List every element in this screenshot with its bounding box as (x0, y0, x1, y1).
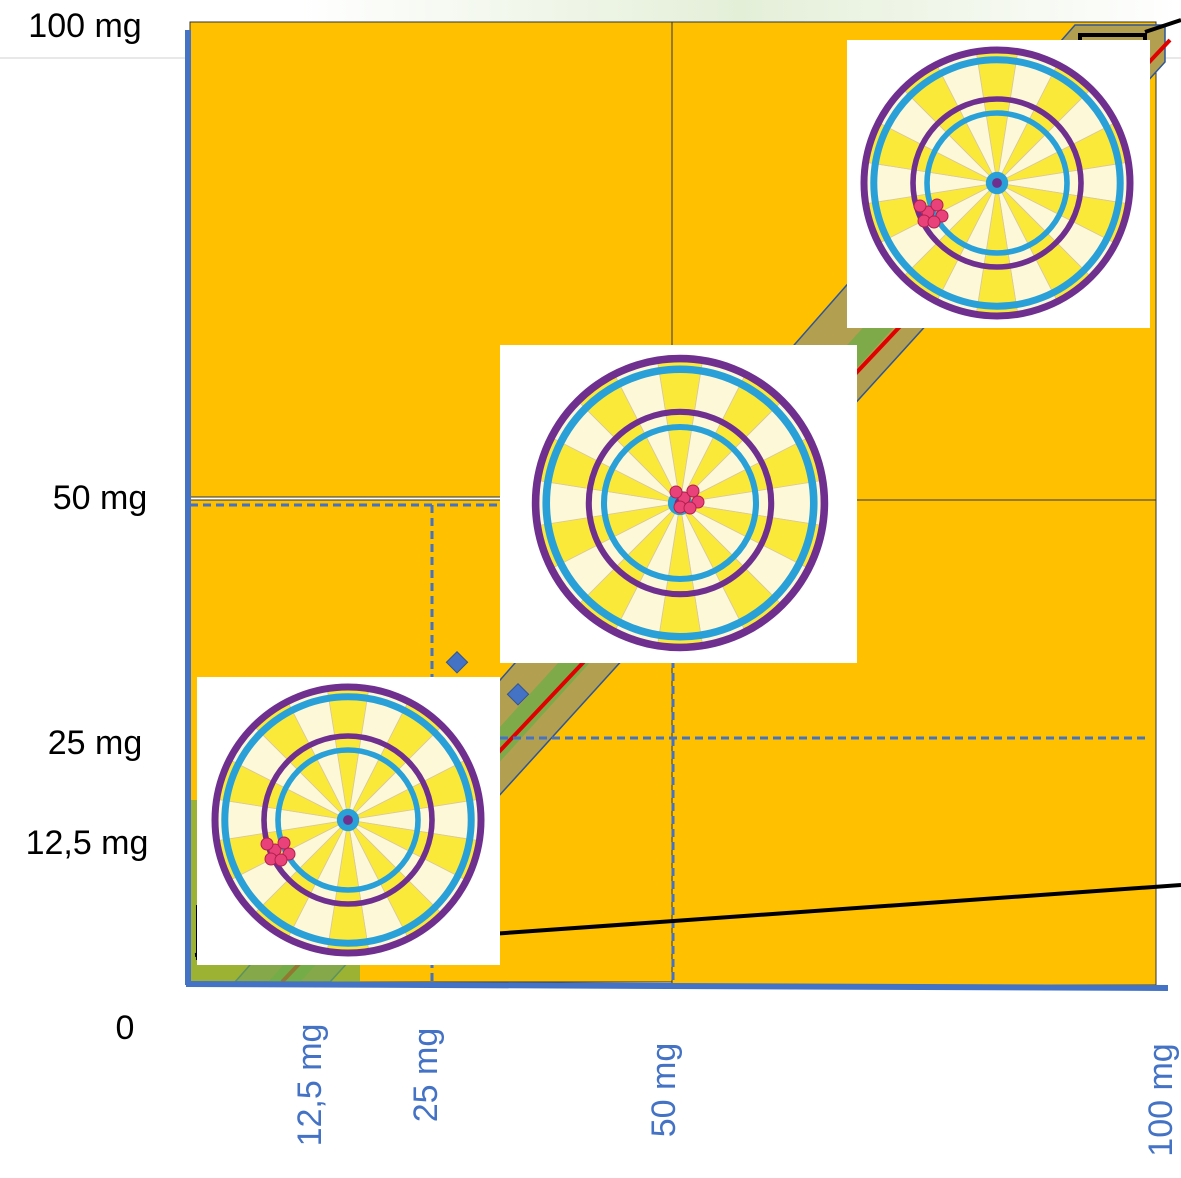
y-label: 100 mg (28, 7, 141, 45)
hit (931, 199, 943, 211)
hit (684, 502, 696, 514)
hit (278, 837, 290, 849)
hit (275, 854, 287, 866)
dartboard (500, 345, 857, 663)
hit (687, 485, 699, 497)
y-label: 25 mg (48, 724, 143, 762)
origin-label: 0 (116, 1009, 135, 1047)
diagram: 100 mg 50 mg 25 mg 12,5 mg 0 12,5 mg 25 … (0, 0, 1181, 1178)
hit (261, 838, 273, 850)
bull (992, 178, 1002, 188)
dartboard (847, 40, 1150, 328)
y-label: 50 mg (53, 479, 148, 517)
dartboard (197, 677, 500, 965)
x-label: 12,5 mg (291, 1024, 329, 1147)
bull (343, 815, 353, 825)
x-label: 25 mg (407, 1028, 445, 1123)
x-label: 50 mg (645, 1043, 683, 1138)
x-axis (186, 984, 1168, 988)
hit (914, 200, 926, 212)
hit (670, 486, 682, 498)
page: 100 mg 50 mg 25 mg 12,5 mg 0 12,5 mg 25 … (0, 0, 1181, 1178)
y-label: 12,5 mg (26, 824, 149, 862)
x-label: 100 mg (1142, 1043, 1180, 1156)
hit (928, 216, 940, 228)
